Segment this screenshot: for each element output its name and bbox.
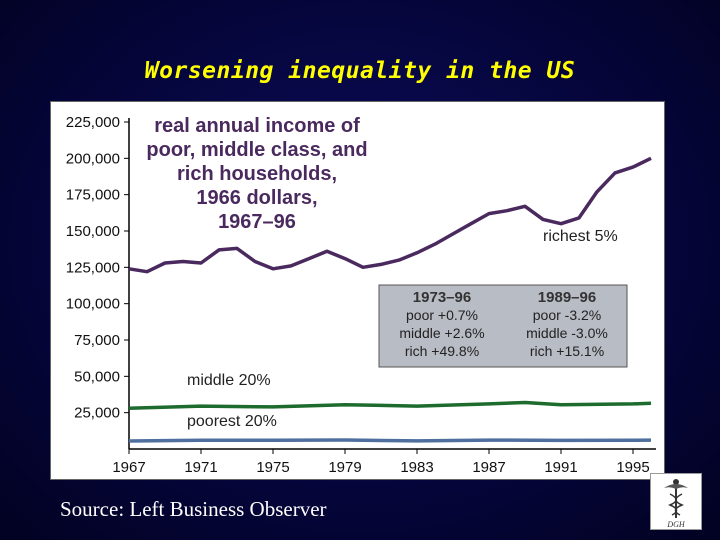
series-line bbox=[128, 400, 652, 411]
logo-text: DGH bbox=[666, 520, 686, 529]
chart-title-line: real annual income of bbox=[154, 115, 360, 137]
x-tick-label: 1983 bbox=[400, 459, 433, 476]
y-tick-label: 75,000 bbox=[74, 332, 120, 349]
y-tick-label: 200,000 bbox=[66, 150, 120, 167]
x-tick-label: 1967 bbox=[112, 459, 145, 476]
y-tick-label: 150,000 bbox=[66, 223, 120, 240]
y-tick-label: 225,000 bbox=[66, 114, 120, 131]
chart-title-line: 1967–96 bbox=[218, 211, 296, 233]
series-line bbox=[128, 438, 652, 443]
chart-title-line: rich households, bbox=[177, 163, 337, 185]
x-tick-label: 1971 bbox=[184, 459, 217, 476]
line-chart: 225,000 200,000 175,000 150,000 125,000 100,0… bbox=[66, 114, 656, 476]
series-label: richest 5% bbox=[543, 228, 618, 245]
logo: DGH bbox=[650, 473, 702, 530]
slide-title: Worsening inequality in the US bbox=[144, 58, 576, 84]
x-tick-label: 1975 bbox=[256, 459, 289, 476]
x-tick-label: 1979 bbox=[328, 459, 361, 476]
chart-title-line: 1966 dollars, bbox=[196, 187, 317, 209]
chart-panel: 225,000 200,000 175,000 150,000 125,000 100,0… bbox=[50, 101, 665, 480]
y-tick-label: 50,000 bbox=[74, 368, 120, 385]
table-cell: rich +15.1% bbox=[530, 343, 604, 359]
series-line bbox=[128, 156, 652, 274]
y-tick-label: 25,000 bbox=[74, 405, 120, 422]
table-cell: middle -3.0% bbox=[526, 325, 608, 341]
caduceus-icon: DGH bbox=[664, 479, 688, 529]
series-label: middle 20% bbox=[187, 372, 271, 389]
y-tick-label: 175,000 bbox=[66, 187, 120, 204]
x-tick-label: 1987 bbox=[472, 459, 505, 476]
y-tick-label: 125,000 bbox=[66, 259, 120, 276]
table-cell: poor +0.7% bbox=[406, 307, 478, 323]
table-cell: rich +49.8% bbox=[405, 343, 479, 359]
table-header: 1973–96 bbox=[413, 289, 471, 306]
table-cell: middle +2.6% bbox=[399, 325, 484, 341]
series-label: poorest 20% bbox=[187, 413, 277, 430]
table-header: 1989–96 bbox=[538, 289, 596, 306]
x-tick-label: 1995 bbox=[616, 459, 649, 476]
table-cell: poor -3.2% bbox=[533, 307, 601, 323]
change-table bbox=[378, 284, 628, 368]
source-note: Source: Left Business Observer bbox=[60, 497, 327, 521]
chart-title-line: poor, middle class, and bbox=[146, 139, 367, 161]
x-tick-label: 1991 bbox=[544, 459, 577, 476]
y-tick-label: 100,000 bbox=[66, 296, 120, 313]
